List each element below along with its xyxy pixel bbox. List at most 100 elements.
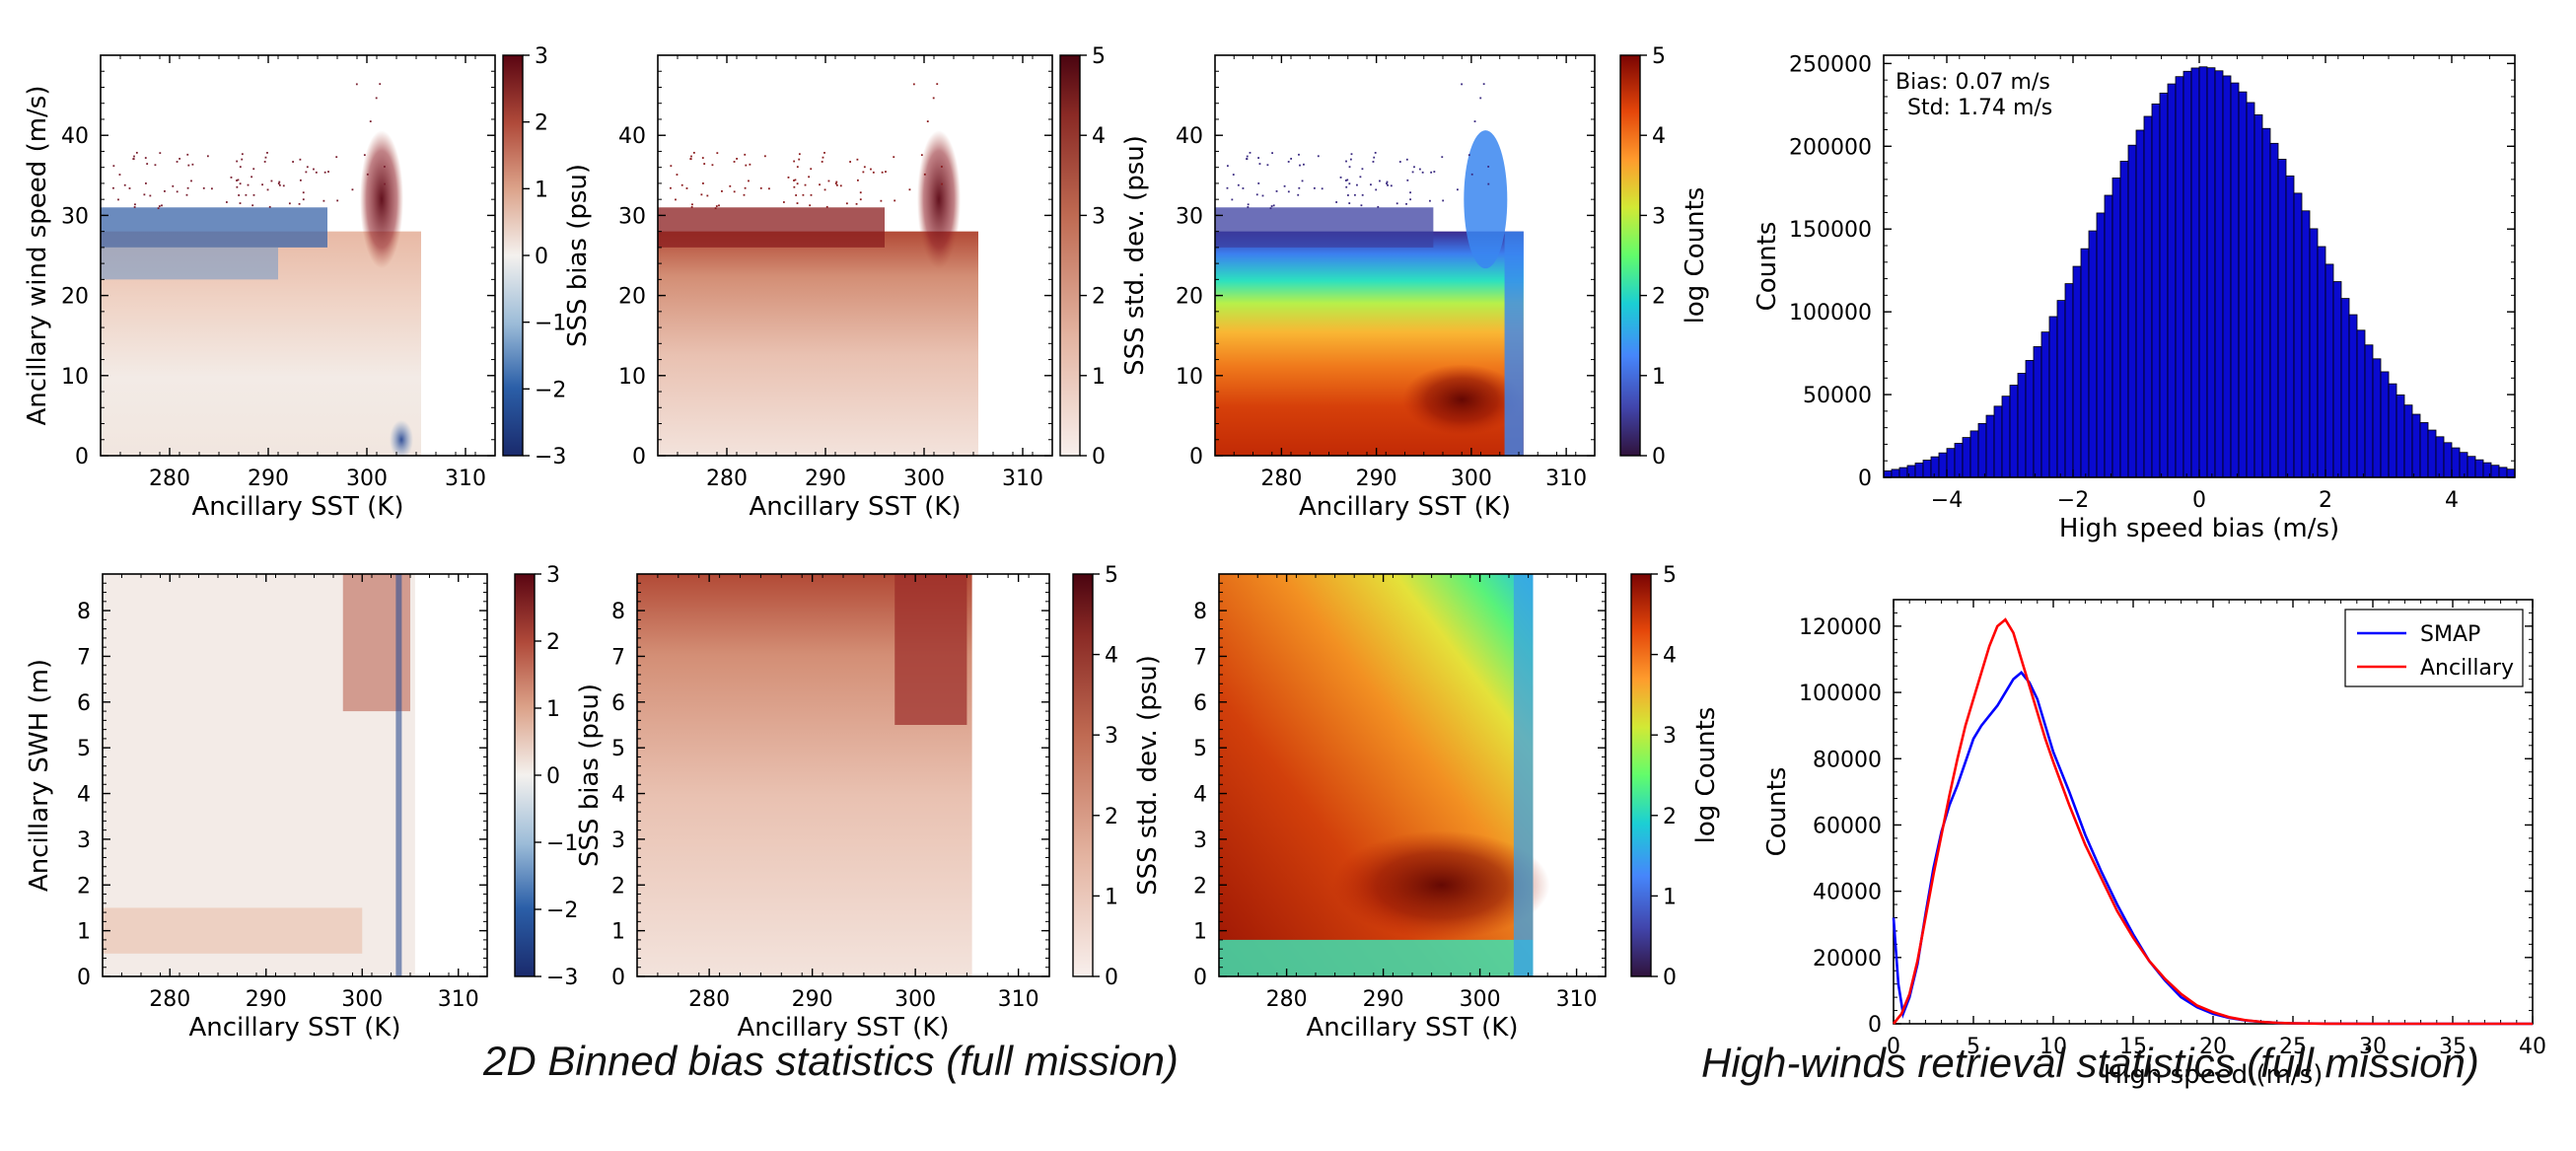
sparse-cell	[375, 97, 378, 100]
histogram-bar	[2214, 70, 2224, 478]
y-tick-label: 60000	[1813, 814, 1882, 838]
y-tick-label: 2	[1193, 874, 1207, 899]
histogram-bar	[2001, 396, 2011, 478]
sparse-cell	[1257, 157, 1259, 159]
x-axis-label: Ancillary SST (K)	[738, 1013, 950, 1043]
y-tick-label: 1	[1193, 920, 1207, 945]
colorbar-tick-label: −1	[546, 831, 578, 856]
sparse-cell	[936, 83, 939, 86]
bias-annotation: Bias: 0.07 m/s	[1896, 70, 2050, 95]
histogram-bar	[2198, 66, 2208, 478]
sparse-cell	[1386, 180, 1389, 183]
sparse-cell	[159, 152, 162, 155]
sparse-cell	[239, 202, 242, 204]
sparse-cell	[292, 161, 294, 163]
x-tick-label: 5	[1967, 1035, 1980, 1059]
histogram-bar	[2159, 92, 2169, 478]
histogram-bar	[2396, 394, 2405, 478]
histogram-bar	[2309, 228, 2319, 478]
y-tick-label: 40	[618, 124, 646, 149]
sparse-cell	[748, 180, 750, 182]
x-tick-label: 310	[998, 987, 1039, 1012]
y-axis-label: Ancillary wind speed (m/s)	[23, 86, 52, 426]
sparse-cell	[1347, 194, 1349, 196]
sparse-cell	[355, 83, 358, 86]
y-tick-label: 4	[611, 783, 625, 808]
sparse-cell	[1482, 83, 1485, 86]
colorbar-tick-label: 4	[1092, 124, 1106, 149]
sparse-cell	[179, 158, 181, 160]
sparse-cell	[117, 198, 119, 201]
x-tick-label: 290	[805, 467, 846, 491]
colorbar-count-swh: 0 1 2 3 4 5 log Counts	[1630, 563, 1721, 990]
histogram-bar	[2317, 246, 2326, 478]
sparse-cell	[133, 206, 136, 208]
sparse-cell	[1348, 182, 1351, 185]
sparse-cell	[315, 171, 318, 174]
sparse-cell	[172, 184, 175, 187]
sparse-cell	[926, 120, 929, 123]
histogram-bar	[2388, 383, 2397, 478]
sparse-cell	[932, 97, 935, 100]
sparse-cell	[796, 166, 799, 169]
sparse-cell	[1409, 191, 1411, 194]
y-tick-label: 80000	[1813, 748, 1882, 772]
y-axis-label: Counts	[1762, 767, 1792, 857]
histogram-bar	[2364, 344, 2374, 478]
x-axis-label: Ancillary SST (K)	[1299, 492, 1511, 522]
histogram-bar	[2167, 83, 2177, 478]
sparse-cell	[721, 189, 723, 192]
y-tick-label: 0	[75, 445, 89, 469]
sparse-cell	[1421, 171, 1424, 174]
sparse-cell	[1487, 182, 1490, 185]
colorbar-tick-label: −3	[535, 445, 566, 469]
y-tick-label: 4	[77, 783, 91, 808]
y-tick-label: 5	[611, 737, 625, 761]
sparse-cell	[1303, 163, 1305, 166]
sparse-cell	[809, 204, 812, 207]
sparse-cell	[859, 198, 862, 201]
sparse-cell	[1270, 205, 1273, 207]
y-tick-label: 20	[618, 285, 646, 310]
y-tick-label: 7	[611, 645, 625, 670]
colorbar-tick-label: 4	[1105, 644, 1118, 669]
high-wind-band	[1215, 207, 1434, 248]
colorbar-tick-label: 0	[1663, 966, 1677, 990]
y-tick-label: 120000	[1799, 615, 1882, 640]
histogram-bar	[1977, 423, 1987, 478]
x-tick-label: −2	[2057, 488, 2089, 513]
heatmap-count-wind	[1215, 83, 1524, 456]
y-tick-label: 0	[611, 966, 625, 990]
colorbar-label: log Counts	[1691, 707, 1721, 844]
sparse-cell	[252, 168, 255, 171]
colorbar-tick-label: 2	[546, 630, 560, 655]
colorbar-label: SSS std. dev. (psu)	[1133, 655, 1163, 896]
y-tick-label: 10	[61, 365, 89, 390]
x-tick-label: 35	[2439, 1035, 2467, 1059]
sparse-cell	[894, 199, 896, 202]
y-tick-label: 100000	[1789, 301, 1872, 325]
edge-blue	[395, 574, 402, 976]
x-tick-label: −4	[1931, 488, 1963, 513]
sparse-cell	[675, 198, 677, 201]
sparse-cell	[692, 151, 695, 154]
histogram-bar	[2064, 283, 2074, 478]
sparse-cell	[872, 171, 875, 174]
sparse-cell	[845, 202, 848, 205]
sparse-cell	[237, 179, 240, 181]
sparse-cell	[715, 205, 718, 207]
sparse-cell	[158, 205, 161, 207]
sparse-cell	[134, 203, 136, 206]
axes-count-swh: 280 290 300 310 0 1 2 3 4 5 6 7 8 Ancillary SST (K)	[1193, 573, 1607, 1043]
sparse-cell	[821, 161, 823, 163]
histogram-bar	[2254, 113, 2263, 478]
sparse-cell	[881, 171, 884, 174]
sparse-cell	[186, 186, 189, 189]
x-axis-label: Ancillary SST (K)	[1307, 1013, 1519, 1043]
axes-bias-wind: 280 290 300 310 0 10 20 30 40 Ancillary SST (K) An…	[23, 54, 496, 522]
blue-band	[101, 247, 278, 280]
sparse-cell	[1298, 186, 1301, 189]
sparse-cell	[250, 176, 253, 179]
histogram-bar	[1954, 443, 1964, 478]
x-tick-label: 290	[792, 987, 833, 1012]
